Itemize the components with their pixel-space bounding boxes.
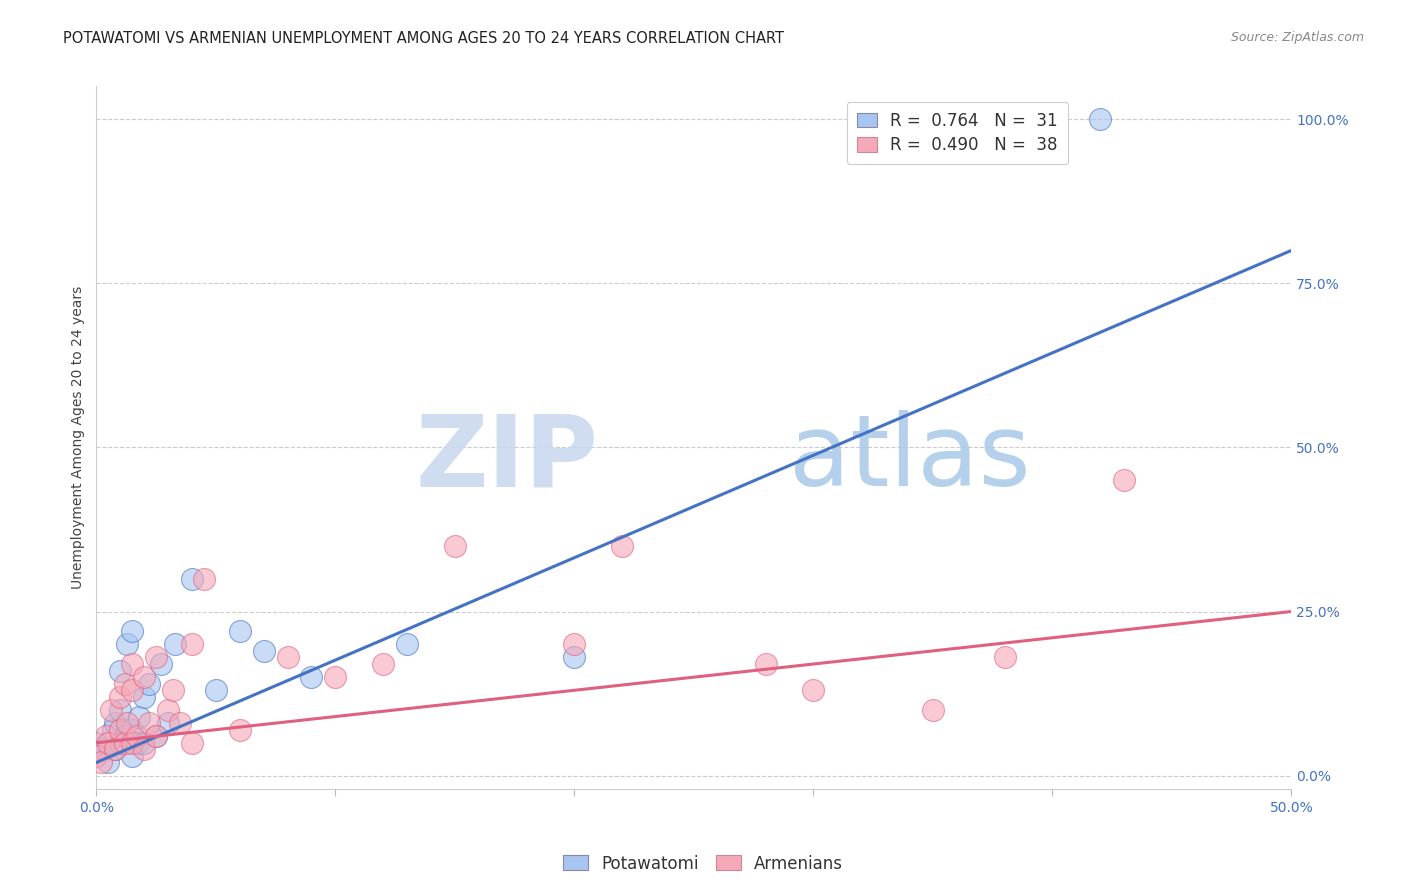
Point [149,657,172,671]
Point [444,539,467,553]
Text: POTAWATOMI VS ARMENIAN UNEMPLOYMENT AMONG AGES 20 TO 24 YEARS CORRELATION CHART: POTAWATOMI VS ARMENIAN UNEMPLOYMENT AMON… [63,31,785,46]
Legend: Potawatomi, Armenians: Potawatomi, Armenians [557,848,849,880]
Legend: R =  0.764   N =  31, R =  0.490   N =  38: R = 0.764 N = 31, R = 0.490 N = 38 [846,102,1069,164]
Point [253,644,276,658]
Point [94,729,117,743]
Point [1088,112,1111,127]
Point [100,703,122,717]
Point [121,657,143,671]
Point [138,716,160,731]
Point [104,742,127,756]
Point [110,723,132,737]
Point [562,637,585,651]
Point [97,736,120,750]
Point [169,716,191,731]
Point [86,736,108,750]
Point [229,624,252,639]
Point [325,670,347,684]
Point [121,748,143,763]
Point [90,756,112,770]
Point [97,756,120,770]
Point [114,736,136,750]
Point [110,664,132,678]
Point [110,703,132,717]
Point [165,637,187,651]
Point [101,723,124,737]
Point [373,657,395,671]
Text: atlas: atlas [789,410,1031,508]
Y-axis label: Unemployment Among Ages 20 to 24 years: Unemployment Among Ages 20 to 24 years [72,286,86,590]
Point [138,677,160,691]
Point [121,683,143,698]
Point [117,637,139,651]
Point [114,729,136,743]
Point [104,716,127,731]
Point [610,539,633,553]
Text: ZIP: ZIP [415,410,598,508]
Point [396,637,419,651]
Point [110,690,132,704]
Point [162,683,184,698]
Point [801,683,824,698]
Point [125,729,148,743]
Point [562,650,585,665]
Point [145,729,167,743]
Point [134,736,156,750]
Point [181,572,204,586]
Point [181,736,204,750]
Point [921,703,943,717]
Point [145,729,167,743]
Point [93,742,115,756]
Text: Source: ZipAtlas.com: Source: ZipAtlas.com [1230,31,1364,45]
Point [128,709,150,723]
Point [157,716,180,731]
Point [754,657,776,671]
Point [110,736,132,750]
Point [114,677,136,691]
Point [229,723,252,737]
Point [157,703,180,717]
Point [205,683,228,698]
Point [125,736,148,750]
Point [193,572,215,586]
Point [104,742,127,756]
Point [134,690,156,704]
Point [1112,473,1135,487]
Point [121,723,143,737]
Point [121,736,143,750]
Point [86,748,108,763]
Point [301,670,323,684]
Point [134,742,156,756]
Point [121,624,143,639]
Point [134,670,156,684]
Point [277,650,299,665]
Point [145,650,167,665]
Point [181,637,204,651]
Point [117,716,139,731]
Point [993,650,1015,665]
